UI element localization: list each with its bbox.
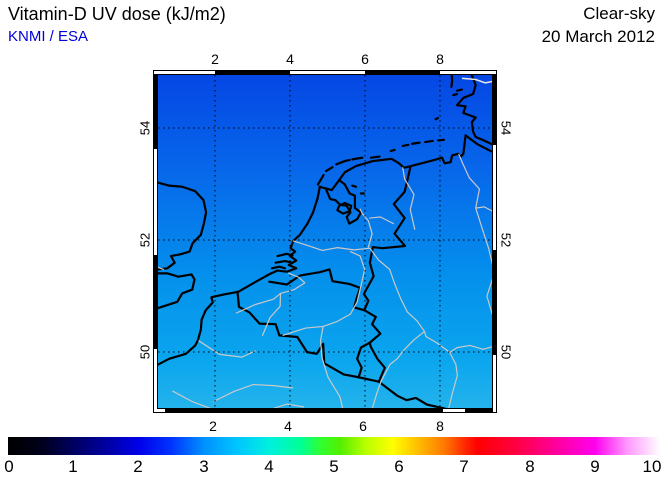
lat-label-left-54: 54 [137, 120, 153, 136]
map-frame-white-segments [154, 71, 496, 412]
colorbar-tick-6: 6 [394, 457, 404, 476]
lon-label-top-8: 8 [436, 51, 444, 67]
lon-label-top-4: 4 [286, 51, 294, 67]
coastline-flevoland [337, 186, 364, 214]
river-sambre [283, 326, 323, 335]
river-ems [403, 168, 415, 229]
lon-label-bottom-2: 2 [209, 418, 217, 434]
colorbar-tick-9: 9 [590, 457, 600, 476]
colorbar-tick-2: 2 [133, 457, 143, 476]
coastline-wadden-islands [318, 140, 444, 185]
lon-label-bottom-6: 6 [359, 418, 367, 434]
coastline-england-kent [153, 273, 195, 309]
colorbar-tick-5: 5 [329, 457, 339, 476]
border-nl-de [364, 168, 410, 310]
colorbar-gradient [8, 437, 660, 455]
river-main [450, 345, 497, 352]
lat-label-right-54: 54 [498, 120, 514, 136]
river-rhine [293, 241, 457, 413]
border-luxembourg [357, 310, 385, 382]
border-de-dk [463, 78, 497, 82]
colorbar-tick-4: 4 [264, 457, 274, 476]
map-panel [153, 70, 497, 413]
coastline-ijsselmeer [326, 180, 361, 224]
river-maas [321, 252, 365, 413]
lon-label-top-2: 2 [211, 51, 219, 67]
lat-label-right-50: 50 [498, 344, 514, 360]
grid-frame-layer [153, 70, 497, 413]
colorbar-tick-0: 0 [4, 457, 14, 476]
colorbar-tick-1: 1 [68, 457, 78, 476]
graticule [153, 70, 497, 413]
lon-label-bottom-4: 4 [284, 418, 292, 434]
coastline-delta-islands [272, 254, 293, 269]
sky-condition: Clear-sky [583, 4, 655, 23]
lat-label-left-52: 52 [137, 232, 153, 248]
coastline-england-east [153, 181, 206, 270]
lat-label-left-50: 50 [137, 344, 153, 360]
river-vechte [370, 217, 394, 224]
river-scheldt [263, 273, 305, 335]
river-oise-aisne [214, 385, 293, 402]
river-weser [459, 154, 495, 317]
coastline-schleswig [457, 70, 497, 147]
coastline-north-mainland [320, 135, 497, 190]
coastline-layer [153, 70, 497, 413]
data-source: KNMI / ESA [8, 28, 89, 45]
map-date: 20 March 2012 [541, 27, 655, 46]
river-moselle [371, 331, 424, 413]
river-somme [199, 341, 255, 357]
colorbar-tick-8: 8 [525, 457, 535, 476]
lat-label-right-52: 52 [498, 232, 514, 248]
map-frame [153, 70, 497, 413]
lon-label-top-6: 6 [361, 51, 369, 67]
colorbar-tick-3: 3 [199, 457, 209, 476]
river-lys [236, 293, 280, 313]
colorbar-tick-10: 10 [642, 457, 662, 476]
coastline-frisian-islands-north [436, 70, 462, 119]
page-title: Vitamin-D UV dose (kJ/m2) [8, 4, 226, 24]
river-seine [173, 391, 212, 409]
coastline-france-channel [153, 274, 270, 367]
lon-label-bottom-8: 8 [436, 418, 444, 434]
colorbar-tick-7: 7 [459, 457, 469, 476]
river-ijssel [360, 209, 372, 247]
